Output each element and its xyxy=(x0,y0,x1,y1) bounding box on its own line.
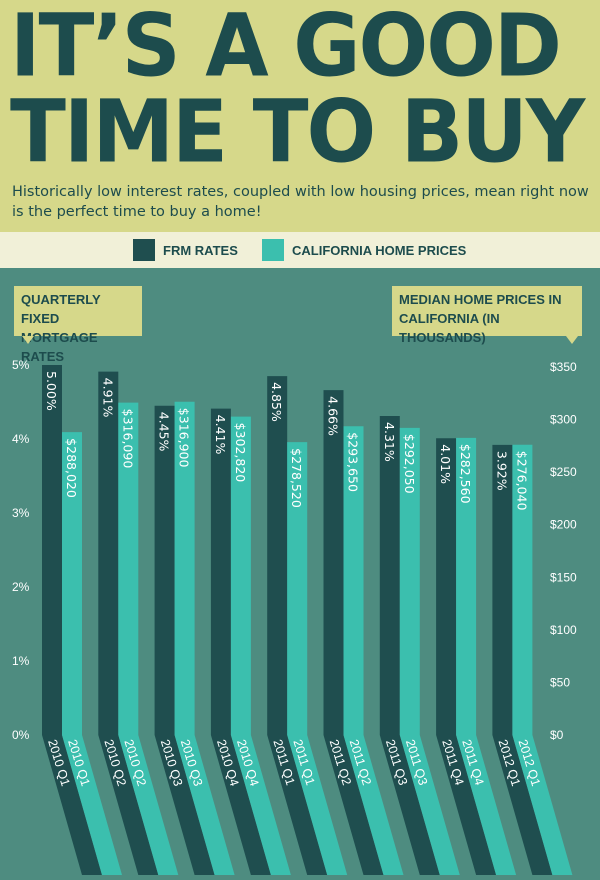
right-tick-label: $150 xyxy=(550,570,577,584)
bar-frm-rate xyxy=(323,390,384,875)
bar-label-frm-rate: 3.92% xyxy=(494,451,509,491)
subtitle: Historically low interest rates, coupled… xyxy=(12,184,589,220)
bar-label-frm-rate: 4.66% xyxy=(326,396,341,436)
right-tick-label: $50 xyxy=(550,675,570,689)
legend-item-frm: FRM RATES xyxy=(133,239,238,261)
bar-home-price xyxy=(118,402,179,875)
bar-home-price xyxy=(343,426,404,875)
bar-home-price xyxy=(512,444,573,875)
header-banner: IT’S A GOOD TIME TO BUY Historically low… xyxy=(0,0,600,232)
legend-label-frm: FRM RATES xyxy=(163,242,238,258)
bar-frm-rate xyxy=(98,371,159,875)
right-axis-title: MEDIAN HOME PRICES IN CALIFORNIA (IN THO… xyxy=(392,286,582,345)
legend-swatch-frm xyxy=(133,239,155,261)
bar-frm-rate xyxy=(379,416,440,875)
bar-label-home-price: $282,560 xyxy=(458,444,473,504)
bar-frm-rate xyxy=(210,408,271,875)
bar-home-price xyxy=(399,427,460,875)
page-title: IT’S A GOOD TIME TO BUY xyxy=(10,0,595,183)
left-axis: 0% 1% 2% 3% 4% 5% xyxy=(12,358,30,742)
right-callout-pointer xyxy=(566,336,578,344)
right-tick-label: $100 xyxy=(550,623,577,637)
legend-item-prices: CALIFORNIA HOME PRICES xyxy=(262,239,466,261)
bar-frm-rate xyxy=(154,405,215,875)
bar-label-frm-rate: 4.01% xyxy=(438,444,453,484)
left-tick-label: 2% xyxy=(12,580,30,594)
bar-label-home-price: $302,820 xyxy=(233,423,248,483)
legend-swatch-prices xyxy=(262,239,284,261)
bar-label-home-price: $292,050 xyxy=(402,434,417,494)
bar-label-frm-rate: 4.41% xyxy=(213,415,228,455)
left-tick-label: 3% xyxy=(12,506,30,520)
bar-label-frm-rate: 5.00% xyxy=(44,371,59,411)
bar-frm-rate xyxy=(42,365,102,875)
bar-label-frm-rate: 4.91% xyxy=(100,378,115,418)
right-tick-label: $350 xyxy=(550,360,577,374)
bar-label-home-price: $288,020 xyxy=(64,438,79,498)
right-tick-label: $200 xyxy=(550,518,577,532)
bar-chart: 0% 1% 2% 3% 4% 5% $0 $50 $100 $150 $200 $250 $300 $3… xyxy=(12,358,577,875)
bar-label-frm-rate: 4.85% xyxy=(269,382,284,422)
bar-label-home-price: $316,900 xyxy=(177,408,192,468)
bar-label-frm-rate: 4.31% xyxy=(382,422,397,462)
left-tick-label: 5% xyxy=(12,358,30,372)
left-tick-label: 4% xyxy=(12,432,30,446)
right-axis: $0 $50 $100 $150 $200 $250 $300 $350 xyxy=(550,360,577,742)
left-tick-label: 1% xyxy=(12,654,30,668)
bar-label-home-price: $278,520 xyxy=(289,448,304,508)
bar-label-home-price: $276,040 xyxy=(514,451,529,511)
bar-home-price xyxy=(62,432,122,875)
bar-frm-rate xyxy=(492,444,553,875)
bar-home-price xyxy=(287,442,348,875)
left-tick-label: 0% xyxy=(12,728,30,742)
bar-home-price xyxy=(230,416,291,875)
bar-label-home-price: $293,650 xyxy=(346,432,361,492)
legend: FRM RATES CALIFORNIA HOME PRICES xyxy=(0,232,600,268)
left-callout-pointer xyxy=(22,336,34,344)
bar-frm-rate xyxy=(267,376,328,875)
bar-label-home-price: $316,090 xyxy=(120,409,135,469)
legend-label-prices: CALIFORNIA HOME PRICES xyxy=(292,242,467,258)
bar-home-price xyxy=(174,401,235,875)
right-tick-label: $300 xyxy=(550,413,577,427)
right-tick-label: $250 xyxy=(550,465,577,479)
bars: 5.00% $288,020 4.91% $316,090 4.45% $316,900 4… xyxy=(42,365,573,875)
bar-label-frm-rate: 4.45% xyxy=(157,412,172,452)
title-line-1: IT’S A GOOD xyxy=(10,0,562,97)
title-line-2: TIME TO BUY xyxy=(10,82,585,183)
bar-frm-rate xyxy=(436,438,497,875)
left-axis-title: QUARTERLY FIXED MORTGAGE RATES xyxy=(14,286,142,364)
right-tick-label: $0 xyxy=(550,728,564,742)
bar-home-price xyxy=(456,437,517,875)
